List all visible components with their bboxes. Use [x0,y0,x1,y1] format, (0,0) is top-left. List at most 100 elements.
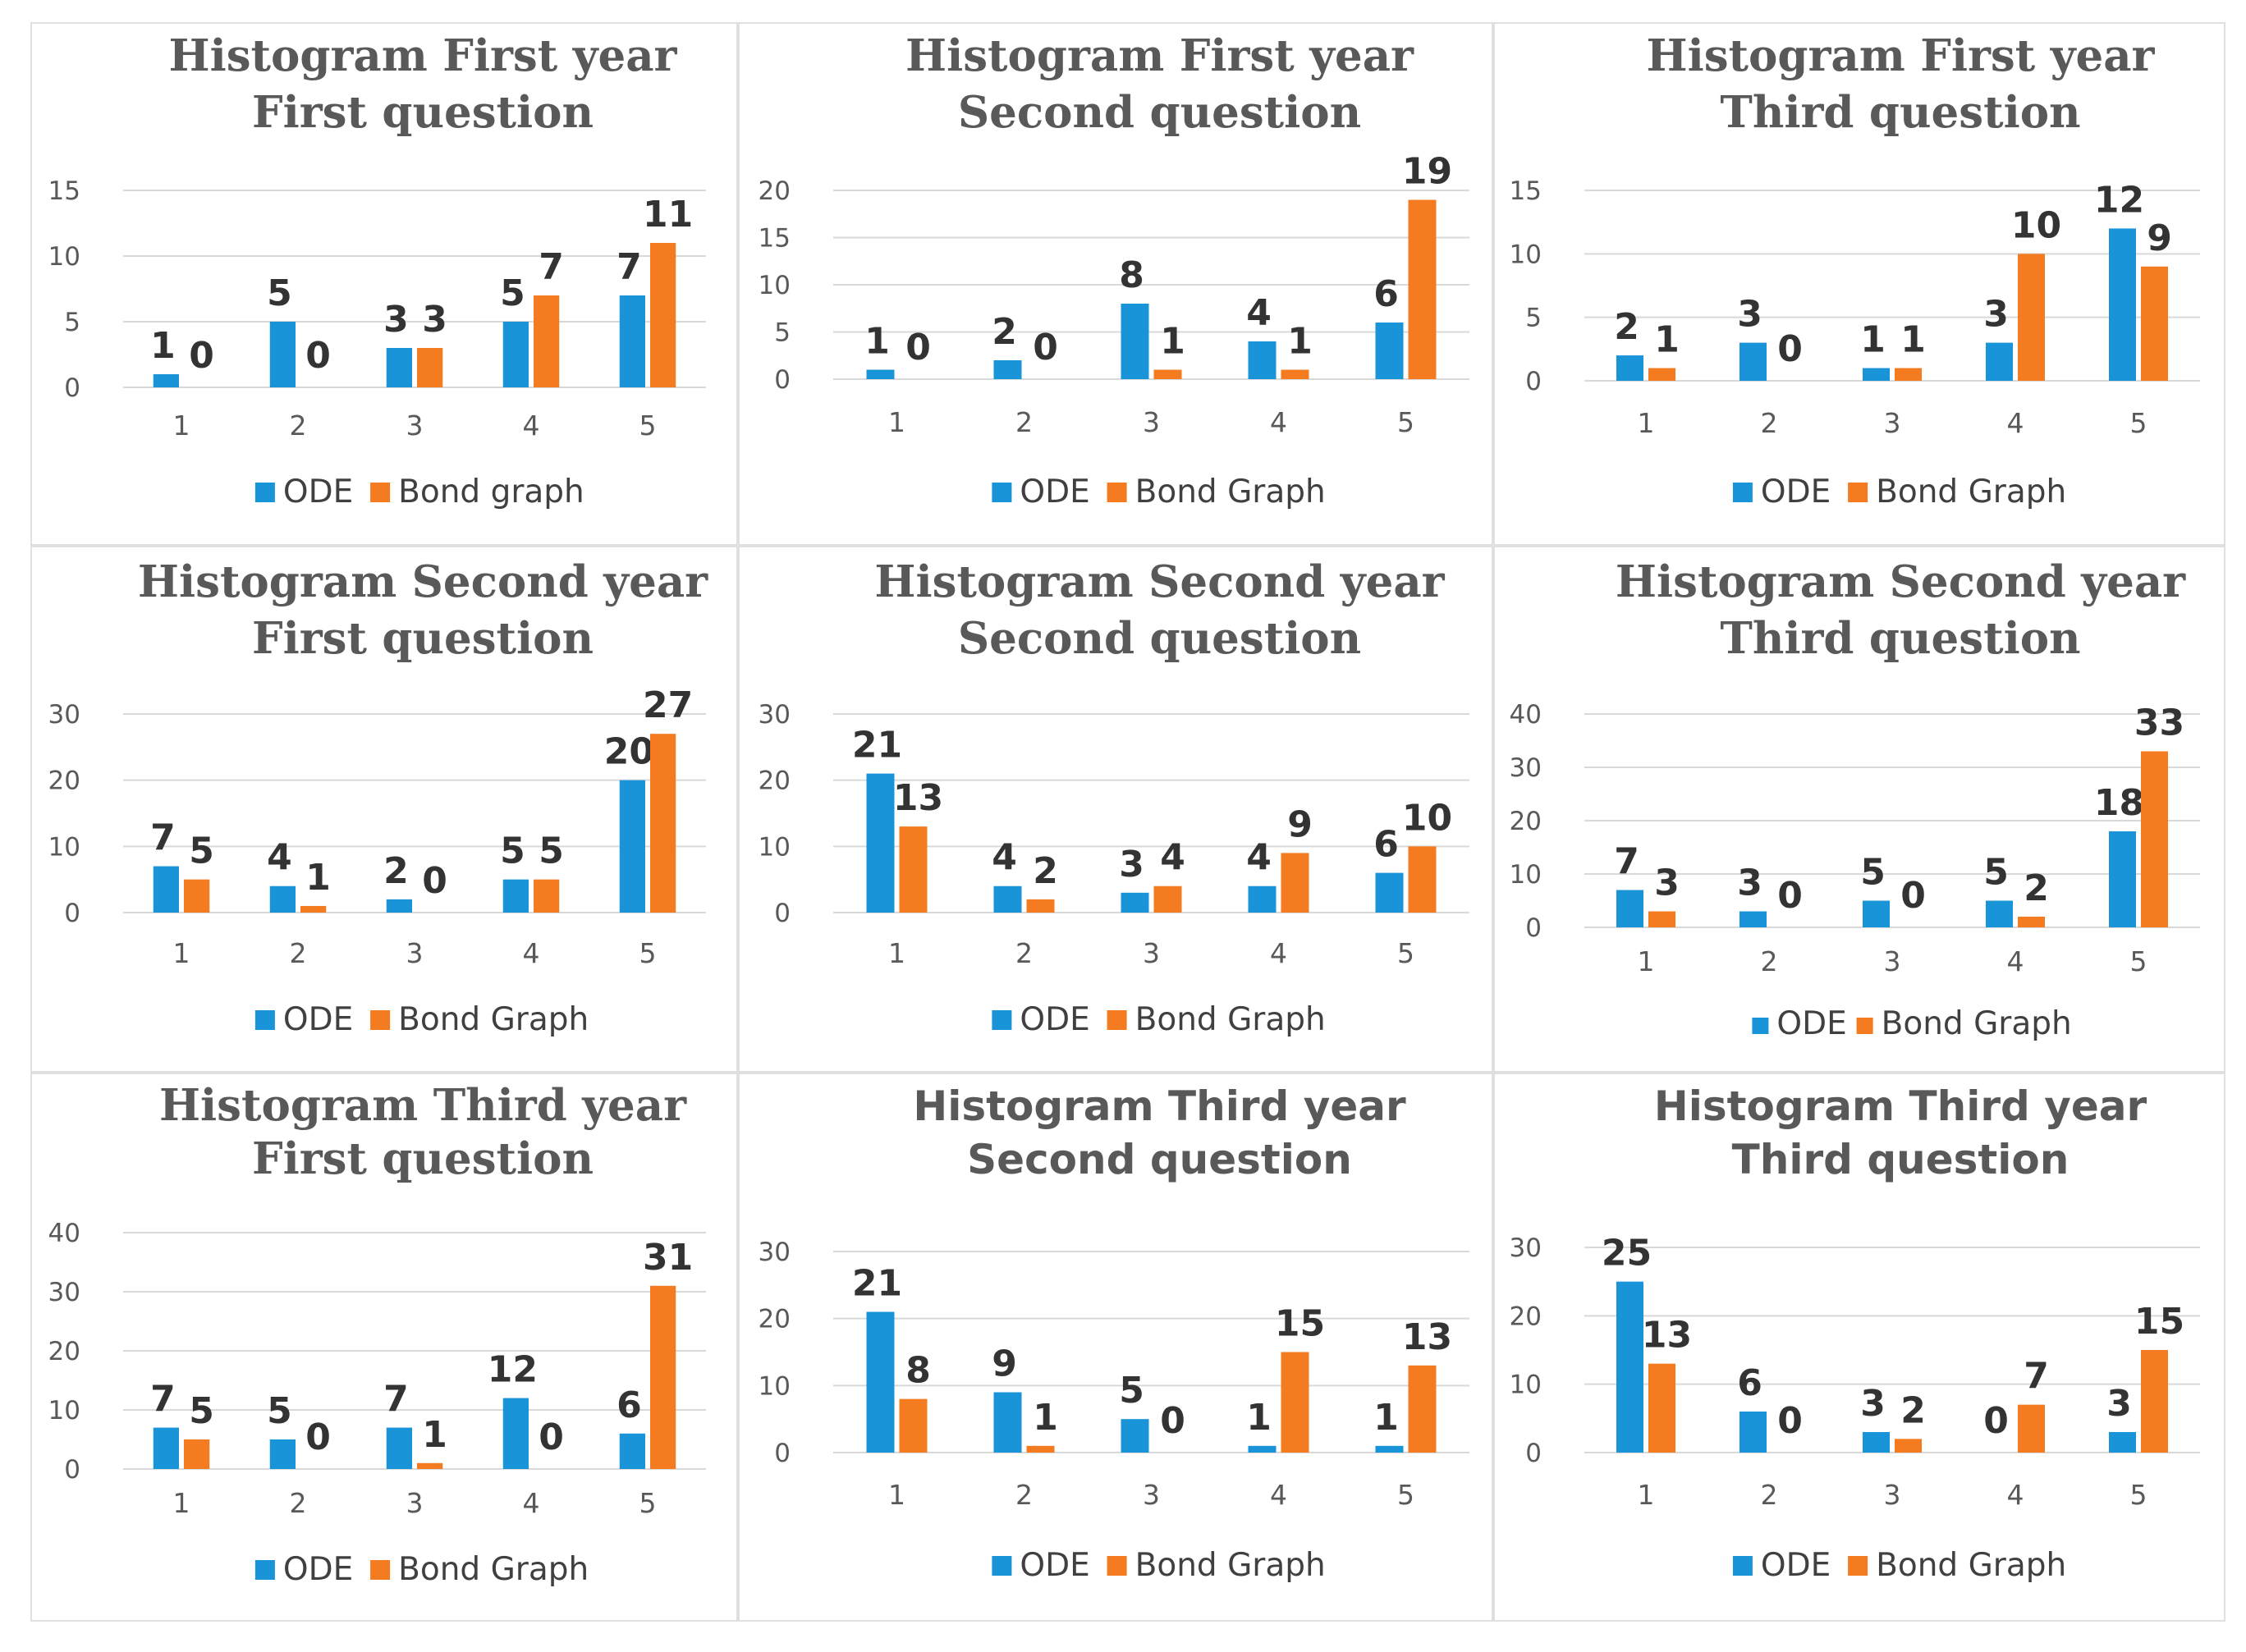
x-tick-label: 5 [1397,1479,1414,1511]
x-tick-label: 2 [1015,1479,1033,1511]
bond-graph-data-label: 0 [1777,328,1803,370]
bond-graph-bar [899,1398,928,1453]
bond-graph-data-label: 1 [422,1414,447,1456]
ode-bar [1740,1412,1767,1453]
ode-data-label: 4 [1246,292,1272,334]
ode-data-label: 3 [1119,844,1144,885]
ode-bar [993,1392,1022,1453]
ode-bar [269,885,296,913]
ode-data-label: 3 [1860,1383,1886,1425]
legend-swatch-ode [1732,483,1753,502]
ode-bar [269,1439,296,1469]
x-tick-label: 2 [1761,1479,1778,1511]
ode-bar [619,1433,645,1469]
legend: ODE Bond Graph [254,1551,589,1588]
y-tick-label: 20 [48,767,80,796]
ode-data-label: 5 [1860,852,1886,894]
bond-graph-bar [2018,254,2045,381]
x-tick-label: 3 [1143,937,1160,969]
legend: ODE Bond Graph [1732,1547,2066,1584]
ode-data-label: 25 [1602,1233,1652,1274]
ode-bar [1986,342,2013,381]
legend-swatch-ode [254,1010,275,1030]
ode-data-label: 7 [617,246,642,288]
x-tick-label: 1 [888,937,905,969]
x-tick-label: 2 [1761,945,1778,977]
ode-bar [1248,1445,1277,1453]
chart-title-line-1: Histogram Second year [138,556,708,607]
ode-bar [269,322,296,387]
panel-border [1493,1073,2225,1622]
bond-graph-data-label: 13 [1642,1315,1692,1357]
legend: ODE Bond graph [254,474,584,510]
ode-data-label: 4 [992,837,1017,879]
ode-bar [1121,1419,1149,1453]
legend-swatch-bond-graph [1107,1556,1127,1576]
y-tick-label: 5 [64,308,80,337]
ode-data-label: 5 [267,272,292,314]
bond-graph-bar [2018,917,2045,927]
legend-label-bond-graph: Bond Graph [1876,1547,2066,1584]
legend-label-ode: ODE [1776,1005,1846,1042]
chart-title-line-1: Histogram Second year [1616,556,2186,607]
x-tick-label: 1 [173,1487,190,1519]
bond-graph-data-label: 27 [643,684,693,726]
ode-bar [502,1398,529,1469]
ode-data-label: 1 [1373,1397,1399,1439]
ode-bar [1121,892,1149,913]
panel-border [738,546,1493,1073]
bond-graph-data-label: 0 [1777,875,1803,917]
ode-data-label: 21 [852,725,902,767]
bond-graph-data-label: 1 [1033,1397,1058,1439]
y-tick-label: 0 [1525,1439,1542,1468]
legend-label-bond-graph: Bond Graph [1876,474,2066,510]
bond-graph-bar [2018,1404,2045,1453]
ode-bar [153,866,179,913]
y-tick-label: 20 [759,767,791,796]
x-tick-label: 3 [406,410,424,442]
y-tick-label: 20 [1510,807,1542,836]
ode-data-label: 21 [852,1263,902,1305]
ode-bar [1863,368,1890,381]
bond-graph-data-label: 0 [539,1416,564,1458]
legend-label-bond-graph: Bond Graph [1135,1547,1326,1584]
bond-graph-data-label: 11 [643,194,693,236]
legend-label-ode: ODE [283,1551,353,1588]
bond-graph-data-label: 13 [893,777,943,819]
bond-graph-data-label: 5 [189,1390,214,1432]
y-tick-label: 30 [759,700,791,730]
x-tick-label: 1 [1638,1479,1655,1511]
legend-label-ode: ODE [1020,1547,1089,1584]
x-tick-label: 2 [290,410,307,442]
ode-bar [993,360,1022,379]
x-tick-label: 4 [2007,1479,2024,1511]
bond-graph-bar [1648,911,1675,927]
y-tick-label: 40 [48,1219,80,1248]
y-tick-label: 0 [774,899,791,928]
chart-title-line-1: Histogram Third year [913,1082,1406,1130]
bond-graph-bar [650,734,676,913]
y-tick-label: 0 [774,1439,791,1468]
legend: ODE Bond Graph [1732,474,2066,510]
legend-swatch-bond-graph [1856,1018,1873,1034]
x-tick-label: 4 [1270,406,1287,438]
ode-bar [2109,228,2136,381]
ode-bar [1248,885,1277,913]
bond-graph-bar [1895,1439,1922,1453]
legend-label-ode: ODE [283,474,353,510]
legend-swatch-ode [992,1010,1012,1030]
y-tick-label: 30 [759,1238,791,1267]
x-tick-label: 5 [1397,406,1414,438]
bond-graph-data-label: 10 [2011,204,2061,246]
ode-bar [1248,341,1277,379]
legend-label-bond-graph: Bond Graph [398,1001,589,1038]
ode-data-label: 7 [150,817,176,859]
y-tick-label: 20 [759,1305,791,1334]
ode-data-label: 3 [383,299,409,341]
legend: ODE Bond Graph [992,1001,1326,1038]
chart-title-line-1: Histogram Second year [874,556,1445,607]
bond-graph-data-label: 13 [1402,1316,1452,1358]
chart-title-line-2: Third question [1732,1136,2070,1183]
